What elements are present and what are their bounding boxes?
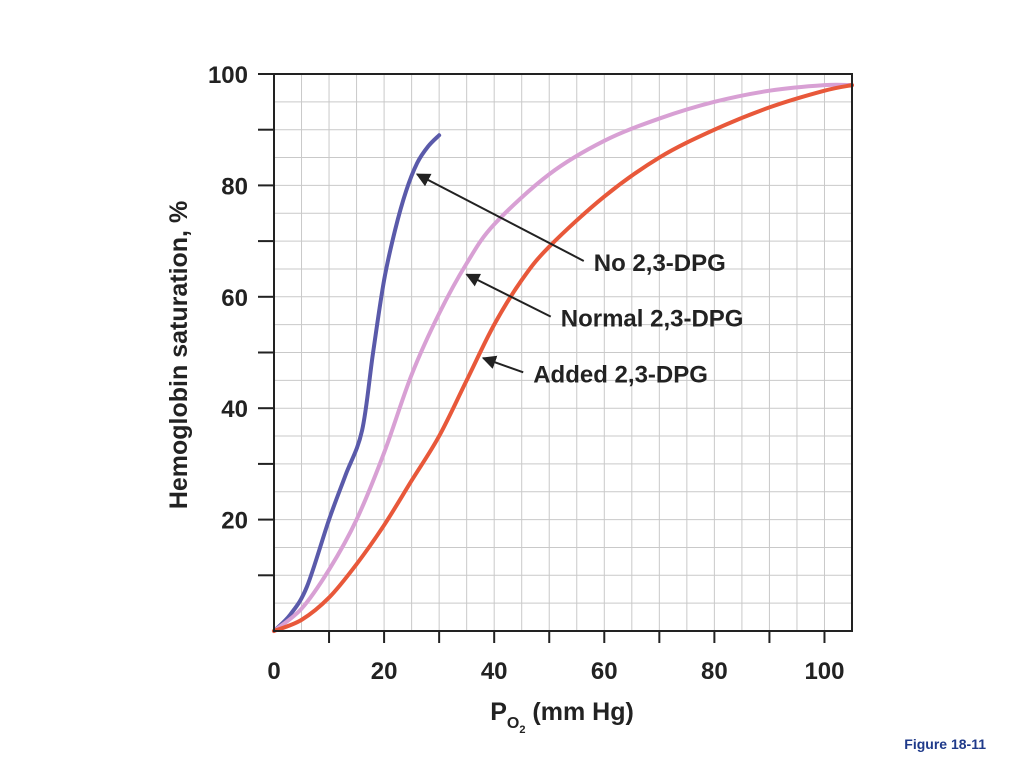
series-line-0 [272, 133, 442, 633]
x-tick-label: 20 [371, 658, 398, 685]
x-axis-title-sub: O [507, 715, 519, 732]
annotation-arrow-0 [415, 173, 585, 262]
annotation-label-1: Normal 2,3-DPG [561, 306, 744, 333]
annotation-label-0: No 2,3-DPG [594, 250, 726, 277]
x-tick-label: 100 [804, 658, 844, 685]
x-axis-title-unit: (mm Hg) [525, 698, 633, 726]
x-axis-title-main: P [490, 698, 507, 726]
x-tick-label: 0 [267, 658, 280, 685]
series-layer [272, 82, 854, 633]
x-tick-label: 80 [701, 658, 728, 685]
ticks: 0 20 40 60 80 100 20 40 60 80 100 [208, 62, 845, 685]
y-tick-label: 20 [221, 508, 248, 535]
x-tick-label: 60 [591, 658, 618, 685]
annotation-arrow-2 [481, 355, 524, 374]
y-tick-label: 80 [221, 173, 248, 200]
y-axis-title: Hemoglobin saturation, % [165, 201, 193, 509]
x-axis-title: PO2 (mm Hg) [490, 698, 634, 736]
series-line-1 [272, 82, 854, 633]
y-tick-label: 60 [221, 285, 248, 312]
annotation-label-2: Added 2,3-DPG [533, 361, 708, 388]
grid [274, 74, 852, 631]
series-line-2 [272, 83, 854, 633]
annotation-arrow-1 [465, 273, 552, 318]
figure-label: Figure 18-11 [904, 736, 986, 752]
y-tick-label: 100 [208, 62, 248, 89]
x-axis-title-subsub: 2 [519, 724, 525, 736]
x-tick-label: 40 [481, 658, 508, 685]
y-tick-label: 40 [221, 396, 248, 423]
annotations: No 2,3-DPG Normal 2,3-DPG Added 2,3-DPG [415, 173, 744, 388]
